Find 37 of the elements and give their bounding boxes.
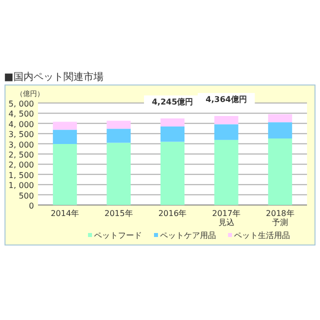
total-label: 4,245億円 [152, 97, 194, 106]
bar [160, 142, 184, 205]
bar [160, 118, 184, 126]
y-tick-label: 4, 500 [8, 110, 34, 119]
x-tick-label: 2018年予測 [265, 209, 296, 227]
bar [268, 122, 292, 138]
bar [214, 140, 238, 205]
y-tick-label: 1, 500 [8, 170, 34, 180]
y-tick-label: 2, 500 [8, 150, 34, 160]
bar [106, 142, 131, 205]
legend-label: ペットフード [94, 231, 142, 240]
x-tick-label: 2015年 [104, 209, 134, 218]
total-label: 4,364億円 [206, 94, 247, 104]
bar [52, 144, 77, 205]
chart-title: ■国内ペット関連市場 [4, 71, 104, 83]
y-tick-label: 0 [28, 202, 34, 210]
y-tick-label: 4, 000 [8, 120, 34, 129]
legend-label: ペット生活用品 [234, 231, 290, 240]
x-tick-label: 2014年 [50, 209, 80, 218]
y-tick-label: 1, 000 [8, 181, 34, 190]
bar [52, 122, 77, 130]
bar [160, 126, 184, 142]
y-tick-label: 3, 500 [8, 130, 34, 140]
y-tick-label: 2, 000 [8, 160, 34, 170]
y-tick-label: 3, 000 [8, 140, 34, 150]
x-tick-label: 2017年見込 [211, 209, 242, 227]
bar [268, 114, 292, 122]
bar [52, 130, 77, 144]
y-tick-label: 500 [18, 191, 34, 200]
x-tick-label: 2016年 [158, 209, 188, 218]
legend-label: ペットケア用品 [160, 231, 216, 240]
bar [106, 120, 131, 129]
y-tick-label: 5, 000 [8, 100, 34, 108]
bar [106, 128, 131, 143]
bar [268, 138, 292, 205]
bar [214, 124, 238, 140]
bar [214, 116, 238, 124]
